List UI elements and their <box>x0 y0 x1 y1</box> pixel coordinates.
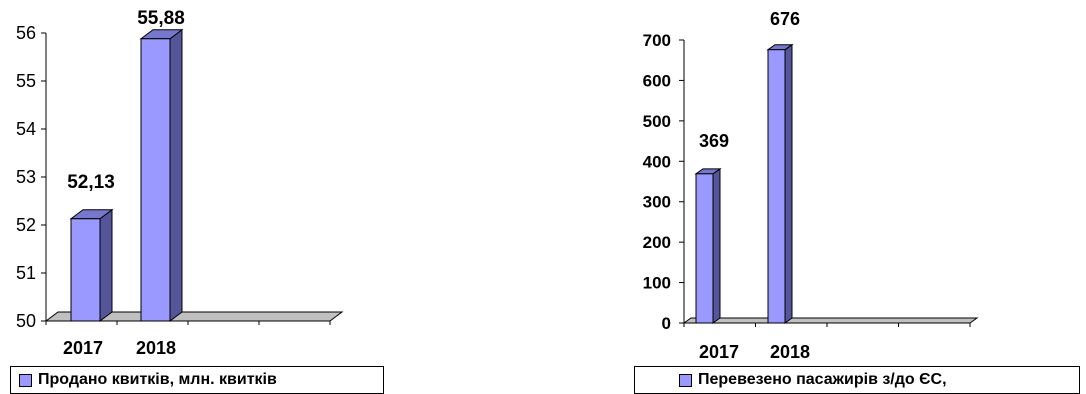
y-tick-label: 53 <box>16 167 36 187</box>
bar-side <box>712 167 721 324</box>
plot-floor <box>682 317 979 324</box>
chart-passengers-eu: 0 100 200 300 400 500 600 700 369 2017 676 2018 <box>643 9 979 362</box>
legend-swatch <box>679 373 692 387</box>
data-label: 369 <box>699 131 729 151</box>
data-label: 52,13 <box>67 172 115 193</box>
legend-label: Перевезено пасажирів з/до ЄС, <box>698 371 947 388</box>
bar <box>140 38 171 322</box>
bar <box>70 218 101 322</box>
y-tick-label: 54 <box>16 119 36 139</box>
y-tick-label: 50 <box>16 311 36 331</box>
y-tick-label: 100 <box>643 274 671 293</box>
y-tick-label: 300 <box>643 193 671 212</box>
y-tick-label: 0 <box>662 314 671 333</box>
y-tick-label: 56 <box>16 23 36 43</box>
legend-label: Продано квитків, млн. квитків <box>38 371 277 388</box>
legend-passengers-eu: Перевезено пасажирів з/до ЄС, <box>634 366 1080 394</box>
bar <box>767 49 786 324</box>
bar-side <box>784 43 793 324</box>
bar-side <box>169 28 183 322</box>
y-tick-label: 400 <box>643 152 671 171</box>
y-tick-label: 51 <box>16 263 36 283</box>
y-tick-label: 52 <box>16 215 36 235</box>
plot-floor <box>44 311 344 322</box>
x-category-label: 2018 <box>770 342 810 362</box>
x-category-label: 2017 <box>699 342 739 362</box>
data-label: 55,88 <box>137 8 185 29</box>
y-tick-label: 600 <box>643 71 671 90</box>
x-category-label: 2018 <box>136 338 176 358</box>
y-tick-label: 200 <box>643 233 671 252</box>
y-tick-label: 55 <box>16 71 36 91</box>
legend-swatch <box>19 373 32 387</box>
x-category-label: 2017 <box>63 338 103 358</box>
bar <box>695 173 714 324</box>
y-tick-label: 500 <box>643 112 671 131</box>
bar-side <box>99 208 113 322</box>
chart-tickets-sold: 50 51 52 53 54 55 56 52,13 2017 55,88 2018 <box>16 8 344 358</box>
data-label: 676 <box>770 9 800 29</box>
legend-tickets-sold: Продано квитків, млн. квитків <box>10 366 384 394</box>
y-tick-label: 700 <box>643 31 671 50</box>
